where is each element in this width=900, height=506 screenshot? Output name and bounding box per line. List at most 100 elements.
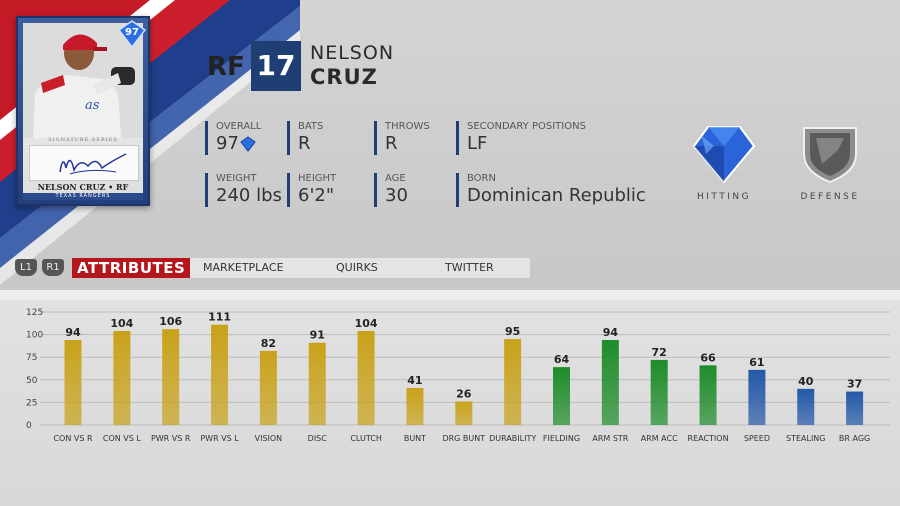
bats-label: BATS: [298, 121, 324, 132]
info-born: BORN Dominican Republic: [456, 173, 646, 207]
tab-quirks[interactable]: QUIRKS: [336, 261, 378, 274]
bar-value-label: 104: [110, 317, 133, 330]
player-last-name: CRUZ: [310, 65, 378, 89]
attribute-bar: [406, 387, 424, 425]
y-tick-label: 50: [26, 376, 38, 386]
attribute-bar: [504, 339, 522, 425]
diamond-icon: [240, 136, 256, 152]
attribute-bar: [699, 365, 717, 425]
card-rating-badge: 97: [117, 20, 147, 49]
category-label: CON VS R: [53, 434, 93, 443]
category-label: DURABILITY: [489, 434, 536, 443]
defense-label: DEFENSE: [800, 192, 860, 202]
info-weight: WEIGHT 240 lbs: [205, 173, 282, 207]
l1-button[interactable]: L1: [15, 259, 37, 276]
category-label: DRG BUNT: [442, 434, 485, 443]
category-label: SPEED: [744, 434, 770, 443]
category-label: PWR VS R: [151, 434, 191, 443]
bar-value-label: 40: [798, 375, 814, 388]
bar-value-label: 104: [355, 317, 378, 330]
secondary-value: LF: [467, 133, 488, 154]
attribute-bar: [553, 367, 570, 425]
diamond-icon: [692, 126, 756, 184]
svg-text:as: as: [85, 98, 100, 113]
category-label: PWR VS L: [200, 434, 239, 443]
attribute-bar: [748, 369, 766, 425]
born-label: BORN: [467, 173, 496, 184]
y-tick-label: 0: [26, 421, 32, 431]
card-rating: 97: [125, 27, 139, 38]
bar-value-label: 37: [847, 378, 862, 391]
player-number: 17: [251, 41, 301, 91]
silver-shield-icon: [803, 127, 857, 184]
attribute-bar: [650, 359, 668, 425]
category-label: CON VS L: [103, 434, 142, 443]
info-bats: BATS R: [287, 121, 323, 155]
age-label: AGE: [385, 173, 406, 184]
bar-value-label: 64: [554, 353, 570, 366]
attribute-bar: [601, 340, 619, 425]
category-label: STEALING: [786, 434, 826, 443]
bar-value-label: 91: [310, 329, 325, 342]
player-card: as SIGNATURE SERIES NELSON CRUZ • RF TEX…: [16, 16, 150, 206]
secondary-label: SECONDARY POSITIONS: [467, 121, 586, 132]
bar-value-label: 94: [603, 326, 619, 339]
attribute-bar: [797, 388, 815, 425]
player-position: RF: [207, 52, 245, 82]
category-label: BUNT: [404, 434, 426, 443]
bar-value-label: 61: [749, 356, 764, 369]
category-label: DISC: [308, 434, 328, 443]
height-label: HEIGHT: [298, 173, 337, 184]
weight-label: WEIGHT: [216, 173, 257, 184]
info-age: AGE 30: [374, 173, 408, 207]
attribute-bar: [846, 391, 864, 425]
y-tick-label: 125: [26, 308, 43, 318]
attribute-bar: [357, 330, 375, 425]
hitting-emblem[interactable]: HITTING: [689, 124, 759, 202]
bar-value-label: 66: [700, 351, 716, 364]
attribute-bar: [259, 350, 277, 425]
category-label: BR AGG: [839, 434, 870, 443]
hitting-label: HITTING: [696, 192, 752, 202]
r1-button[interactable]: R1: [42, 259, 64, 276]
y-tick-label: 25: [26, 398, 37, 408]
category-label: REACTION: [688, 434, 729, 443]
attribute-bar: [211, 324, 229, 425]
tab-marketplace[interactable]: MARKETPLACE: [203, 261, 284, 274]
bats-value: R: [298, 133, 311, 154]
overall-label: OVERALL: [216, 121, 262, 132]
throws-label: THROWS: [385, 121, 430, 132]
height-value: 6'2": [298, 185, 335, 206]
tab-bar: ATTRIBUTES MARKETPLACE QUIRKS TWITTER: [72, 258, 530, 278]
bar-value-label: 41: [407, 374, 422, 387]
card-player-name: NELSON CRUZ • RF: [37, 182, 129, 192]
card-series: SIGNATURE SERIES: [48, 137, 118, 143]
bar-value-label: 95: [505, 325, 520, 338]
category-label: VISION: [255, 434, 283, 443]
category-label: ARM ACC: [641, 434, 678, 443]
attribute-bar: [64, 340, 82, 425]
category-label: FIELDING: [543, 434, 580, 443]
attribute-bar: [308, 342, 326, 425]
y-tick-label: 75: [26, 353, 37, 363]
card-team-name: TEXAS RANGERS: [23, 193, 143, 200]
weight-value: 240 lbs: [216, 185, 282, 206]
attribute-bar: [162, 329, 180, 425]
bar-value-label: 111: [208, 311, 231, 324]
info-height: HEIGHT 6'2": [287, 173, 336, 207]
category-label: ARM STR: [592, 434, 628, 443]
info-secondary-positions: SECONDARY POSITIONS LF: [456, 121, 586, 155]
throws-value: R: [385, 133, 398, 154]
info-overall: OVERALL 97: [205, 121, 261, 155]
bar-value-label: 106: [159, 315, 182, 328]
tab-attributes[interactable]: ATTRIBUTES: [72, 258, 191, 278]
attributes-chart: 0 25 50 75 100 125 94 CON VS R 104 CON VS L 106 PWR…: [26, 308, 890, 443]
born-value: Dominican Republic: [467, 185, 646, 206]
info-throws: THROWS R: [374, 121, 430, 155]
y-tick-label: 100: [26, 331, 43, 341]
player-photo: as: [23, 23, 143, 138]
player-first-name: NELSON: [310, 42, 395, 64]
defense-emblem[interactable]: DEFENSE: [795, 124, 865, 202]
bar-value-label: 94: [65, 326, 81, 339]
tab-twitter[interactable]: TWITTER: [445, 261, 494, 274]
